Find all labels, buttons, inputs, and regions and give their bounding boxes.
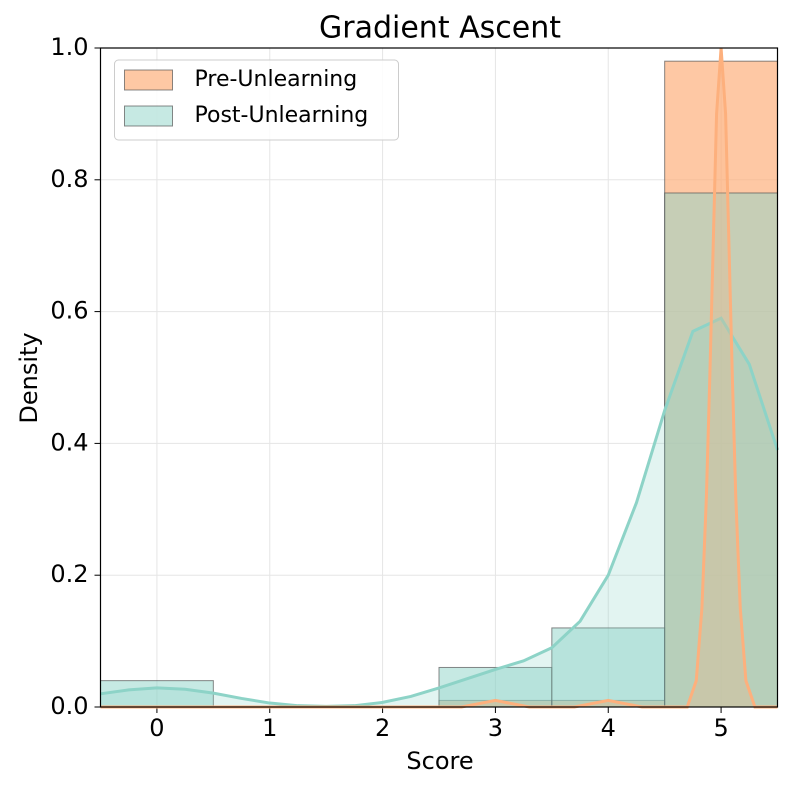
- y-tick-label: 0.2: [50, 560, 88, 588]
- x-axis-label: Score: [406, 747, 473, 775]
- plot-frame: [99, 47, 779, 708]
- histogram-bar: [664, 192, 779, 708]
- chart-title: Gradient Ascent: [319, 11, 561, 46]
- kde-line: [100, 316, 779, 708]
- legend-label: Post-Unlearning: [195, 103, 369, 128]
- kde-line: [100, 47, 778, 709]
- y-tick-label: 0.4: [50, 428, 88, 456]
- x-tick-label: 4: [601, 714, 616, 742]
- y-tick-label: 0.0: [50, 692, 88, 720]
- x-tick-label: 5: [713, 714, 728, 742]
- y-tick-label: 0.8: [50, 165, 88, 193]
- histogram-bar: [551, 627, 666, 708]
- x-tick-label: 0: [149, 714, 164, 742]
- legend-label: Pre-Unlearning: [195, 67, 358, 92]
- legend-swatch: [124, 105, 173, 127]
- kde-area: [100, 48, 778, 707]
- kde-area: [100, 318, 778, 707]
- y-tick-label: 1.0: [50, 33, 88, 61]
- x-tick-label: 3: [488, 714, 503, 742]
- y-tick-label: 0.6: [50, 297, 88, 325]
- x-tick-label: 2: [375, 714, 390, 742]
- x-tick-label: 1: [262, 714, 277, 742]
- legend-swatch: [124, 69, 173, 91]
- legend-box: [114, 59, 399, 141]
- y-axis-label: Density: [15, 332, 43, 423]
